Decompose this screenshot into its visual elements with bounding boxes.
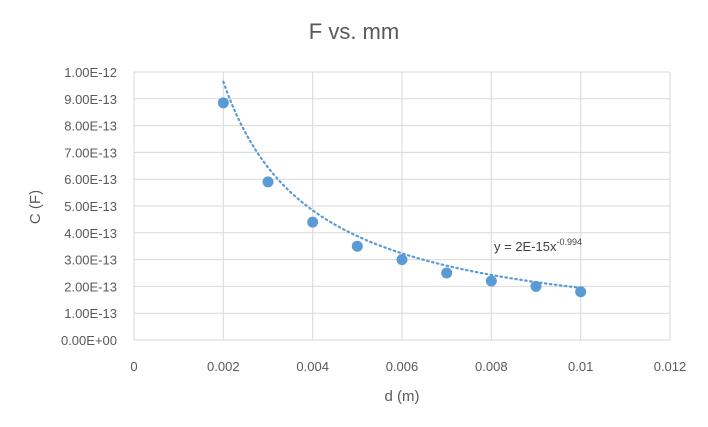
x-tick-label: 0.008 xyxy=(475,359,508,374)
y-tick-label: 5.00E-13 xyxy=(64,199,117,214)
data-point xyxy=(307,216,319,228)
trendline xyxy=(222,80,582,289)
trendline-group xyxy=(222,80,582,289)
y-tick-label: 4.00E-13 xyxy=(64,226,117,241)
y-tick-label: 9.00E-13 xyxy=(64,92,117,107)
y-tick-label: 2.00E-13 xyxy=(64,279,117,294)
data-point xyxy=(575,286,587,298)
equation-base: y = 2E-15x xyxy=(494,239,557,254)
data-point xyxy=(441,267,453,279)
x-tick-label: 0.002 xyxy=(207,359,240,374)
y-tick-label: 1.00E-13 xyxy=(64,306,117,321)
data-point xyxy=(396,254,408,266)
trendline-equation: y = 2E-15x-0.994 xyxy=(494,237,582,254)
chart-title: F vs. mm xyxy=(309,19,399,44)
data-point xyxy=(351,240,363,252)
y-tick-label: 3.00E-13 xyxy=(64,253,117,268)
y-tick-label: 8.00E-13 xyxy=(64,119,117,134)
axes: 0.00E+00 1.00E-13 2.00E-13 3.00E-13 4.00E-13… xyxy=(61,65,686,374)
x-tick-label: 0.004 xyxy=(296,359,329,374)
x-axis-label: d (m) xyxy=(385,388,420,405)
x-tick-label: 0.01 xyxy=(568,359,593,374)
y-tick-label: 6.00E-13 xyxy=(64,172,117,187)
data-points xyxy=(217,97,587,298)
data-point xyxy=(485,275,497,287)
data-point xyxy=(217,97,229,109)
y-tick-label: 7.00E-13 xyxy=(64,145,117,160)
data-point xyxy=(262,176,274,188)
y-axis-label: C (F) xyxy=(27,190,44,224)
grid xyxy=(133,71,671,341)
y-tick-label: 0.00E+00 xyxy=(61,333,117,348)
x-tick-label: 0 xyxy=(130,359,137,374)
equation-exponent: -0.994 xyxy=(557,237,583,247)
data-point xyxy=(530,280,542,292)
x-tick-label: 0.006 xyxy=(386,359,419,374)
x-tick-label: 0.012 xyxy=(654,359,687,374)
y-tick-label: 1.00E-12 xyxy=(64,65,117,80)
